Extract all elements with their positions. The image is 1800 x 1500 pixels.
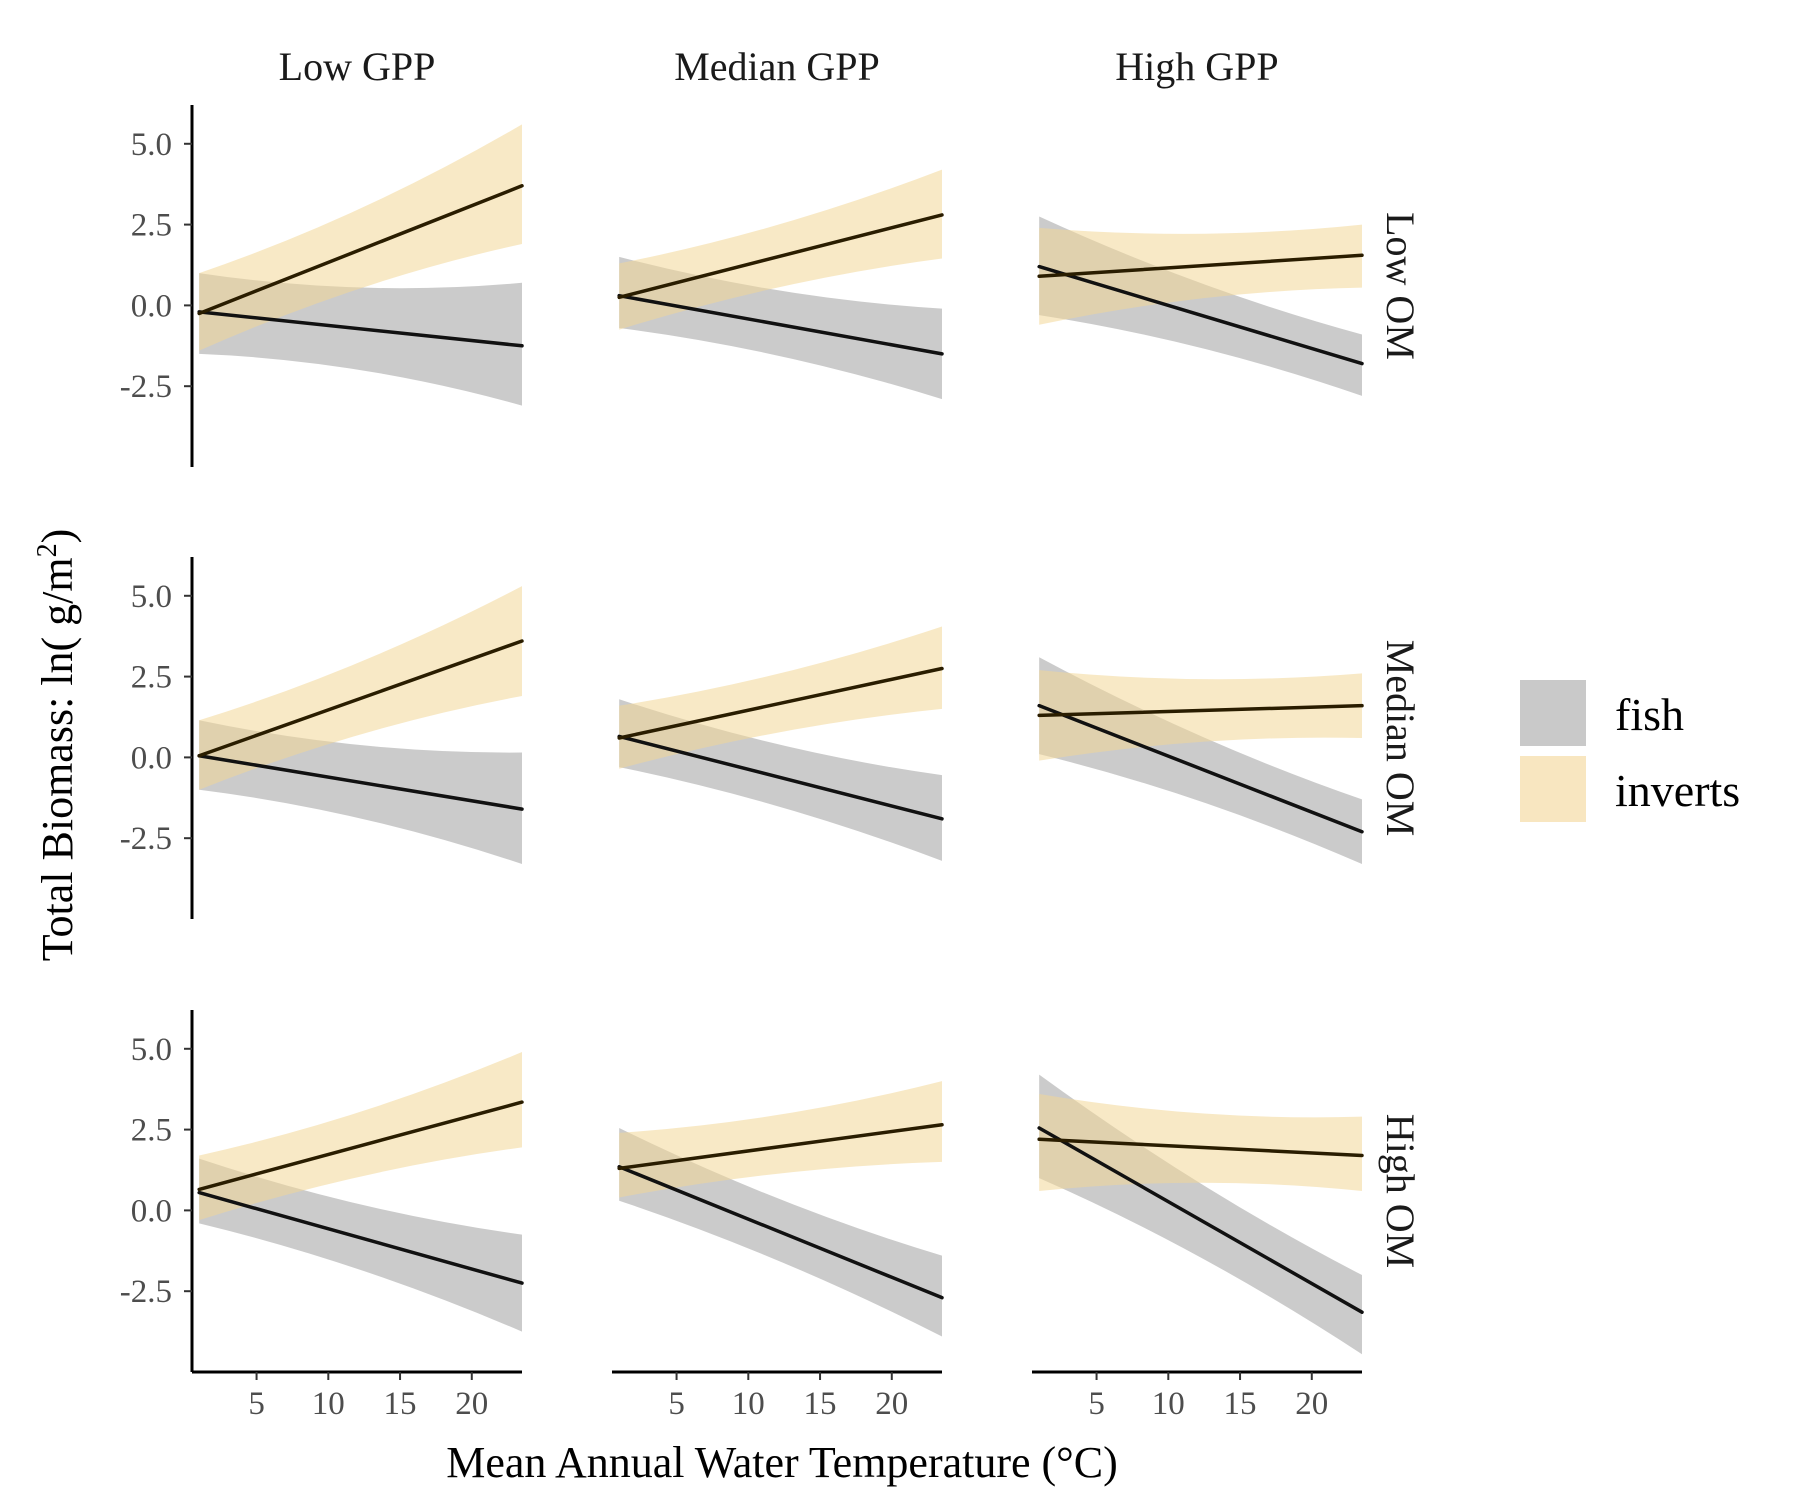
fish-trend-line: [1037, 703, 1364, 834]
x-tick-label: 20: [455, 1386, 488, 1422]
y-tick-label: 0.0: [131, 740, 172, 776]
y-tick-label: 0.0: [131, 1193, 172, 1229]
x-axis-high-gpp: 5 10 15 20: [1032, 1370, 1362, 1422]
legend: fish inverts: [1520, 680, 1740, 822]
x-tick-label: 20: [1295, 1386, 1328, 1422]
facet-label-low-om: Low OM: [1378, 212, 1423, 360]
facet-label-median-gpp: Median GPP: [674, 44, 880, 89]
y-axis-low-om: 5.0 2.5 0.0 -2.5: [120, 105, 194, 467]
panel-median-om-low-gpp: [197, 586, 524, 865]
y-tick-label: 2.5: [131, 1113, 172, 1149]
inverts-confidence-band: [1039, 224, 1362, 325]
panel-high-om-low-gpp: [197, 1052, 524, 1332]
inverts-trend-line: [1037, 253, 1364, 279]
x-axis-median-gpp: 5 10 15 20: [612, 1370, 942, 1422]
fish-trend-line: [197, 754, 524, 811]
inverts-trend-line: [1037, 1137, 1364, 1158]
inverts-confidence-band: [619, 169, 942, 330]
facet-label-high-om: High OM: [1378, 1114, 1423, 1268]
x-axis-low-gpp: 5 10 15 20: [192, 1370, 522, 1422]
legend-label-fish: fish: [1615, 689, 1684, 740]
inverts-trend-line: [617, 1122, 944, 1171]
panel-median-om-median-gpp: [617, 626, 944, 861]
inverts-confidence-band: [619, 626, 942, 769]
inverts-trend-line: [197, 184, 524, 316]
y-axis-title-superscript: 2: [32, 543, 63, 557]
panel-high-om-high-gpp: [1037, 1074, 1364, 1355]
fish-trend-line: [617, 734, 944, 821]
panel-low-om-high-gpp: [1037, 216, 1364, 396]
legend-label-inverts: inverts: [1615, 765, 1740, 816]
x-tick-label: 15: [804, 1386, 837, 1422]
inverts-trend-line: [197, 639, 524, 758]
y-axis-title: Total Biomass: ln( g/m2): [32, 529, 82, 962]
x-tick-label: 5: [1088, 1386, 1105, 1422]
x-tick-label: 10: [312, 1386, 345, 1422]
fish-confidence-band: [199, 1158, 522, 1332]
y-axis-high-om: 5.0 2.5 0.0 -2.5: [120, 1010, 194, 1372]
facet-label-median-om: Median OM: [1378, 640, 1423, 837]
fish-trend-line: [197, 310, 524, 348]
panel-low-om-low-gpp: [197, 124, 524, 406]
x-tick-label: 10: [732, 1386, 765, 1422]
x-tick-label: 20: [875, 1386, 908, 1422]
axes: 5.02.50.0-2.55.02.50.0-2.55.02.50.0-2.55…: [120, 105, 1362, 1422]
y-tick-label: 2.5: [131, 660, 172, 696]
y-tick-label: -2.5: [120, 1274, 172, 1310]
fish-trend-line: [617, 1165, 944, 1300]
y-tick-label: 2.5: [131, 208, 172, 244]
fish-trend-line: [1037, 1126, 1364, 1314]
fish-trend-line: [197, 1190, 524, 1285]
y-axis-median-om: 5.0 2.5 0.0 -2.5: [120, 557, 194, 919]
inverts-confidence-band: [199, 1052, 522, 1221]
x-tick-label: 5: [248, 1386, 265, 1422]
y-tick-label: 5.0: [131, 1032, 172, 1068]
x-axis-title: Mean Annual Water Temperature (°C): [446, 1438, 1118, 1487]
facet-strips: Low GPP Median GPP High GPP Low OM Median OM…: [279, 44, 1423, 1268]
x-tick-label: 5: [668, 1386, 685, 1422]
y-tick-label: -2.5: [120, 369, 172, 405]
inverts-trend-line: [1037, 703, 1364, 718]
y-tick-label: 5.0: [131, 127, 172, 163]
x-tick-label: 10: [1152, 1386, 1185, 1422]
inverts-trend-line: [197, 1100, 524, 1192]
y-axis-title-close: ): [33, 529, 82, 544]
fish-trend-line: [617, 293, 944, 356]
panel-median-om-high-gpp: [1037, 657, 1364, 865]
legend-key-fish: [1520, 680, 1586, 746]
facet-label-low-gpp: Low GPP: [279, 44, 436, 89]
x-tick-label: 15: [384, 1386, 417, 1422]
y-axis-title-main: Total Biomass: ln( g/m: [33, 557, 82, 961]
x-tick-label: 15: [1224, 1386, 1257, 1422]
panels: [197, 124, 1364, 1355]
y-tick-label: 0.0: [131, 288, 172, 324]
inverts-confidence-band: [199, 124, 522, 351]
y-tick-label: 5.0: [131, 579, 172, 615]
panel-high-om-median-gpp: [617, 1081, 944, 1337]
inverts-confidence-band: [199, 586, 522, 790]
inverts-trend-line: [617, 666, 944, 740]
facet-label-high-gpp: High GPP: [1115, 44, 1278, 89]
inverts-confidence-band: [619, 1081, 942, 1198]
inverts-trend-line: [617, 213, 944, 300]
inverts-confidence-band: [1039, 1094, 1362, 1191]
panel-low-om-median-gpp: [617, 169, 944, 400]
y-tick-label: -2.5: [120, 821, 172, 857]
legend-key-inverts: [1520, 756, 1586, 822]
fish-trend-line: [1037, 264, 1364, 366]
